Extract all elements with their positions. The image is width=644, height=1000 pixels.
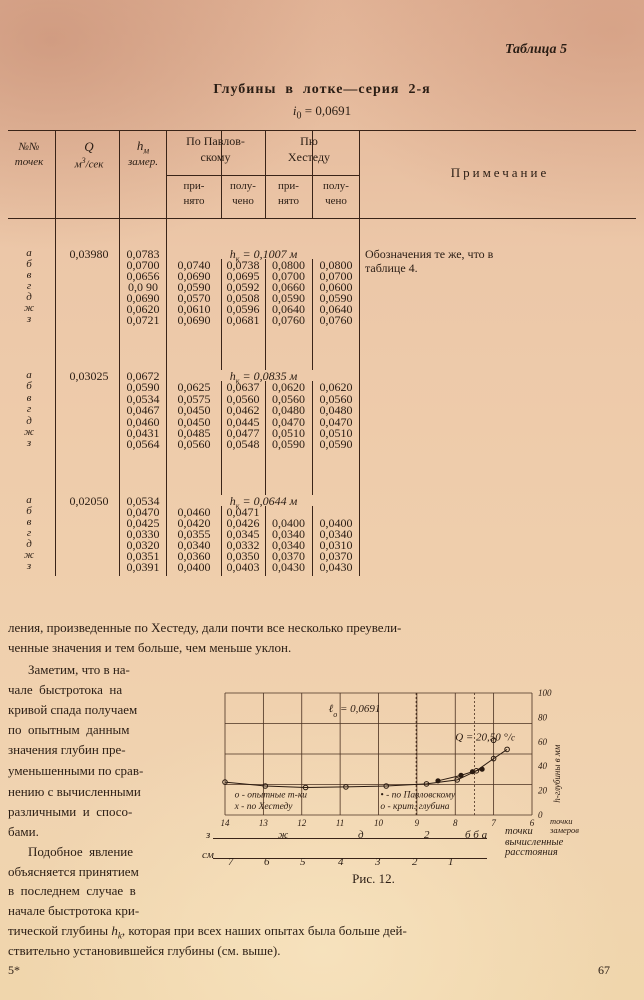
svg-text:ℓo = 0,0691: ℓo = 0,0691 bbox=[329, 703, 381, 719]
svg-text:o - опытные т-ки: o - опытные т-ки bbox=[235, 790, 308, 800]
svg-text:13: 13 bbox=[259, 818, 269, 828]
svg-text:10: 10 bbox=[374, 818, 384, 828]
svg-text:o - крит. глубина: o - крит. глубина bbox=[380, 801, 449, 812]
svg-text:h-глубины в мм: h-глубины в мм bbox=[552, 744, 562, 802]
svg-text:12: 12 bbox=[297, 818, 307, 828]
svg-text:20: 20 bbox=[538, 786, 548, 796]
svg-text:0: 0 bbox=[538, 810, 543, 820]
svg-text:60: 60 bbox=[538, 737, 548, 747]
svg-text:7: 7 bbox=[491, 818, 496, 828]
svg-text:9: 9 bbox=[415, 818, 420, 828]
svg-text:80: 80 bbox=[538, 712, 548, 722]
svg-text:40: 40 bbox=[538, 761, 548, 771]
svg-text:14: 14 bbox=[221, 818, 231, 828]
svg-text:8: 8 bbox=[453, 818, 458, 828]
svg-text:Q = 20,50 °/c: Q = 20,50 °/c bbox=[455, 731, 515, 743]
svg-text:• - по Павловскому: • - по Павловскому bbox=[380, 790, 456, 800]
svg-text:x - по Хестеду: x - по Хестеду bbox=[234, 801, 294, 812]
svg-text:11: 11 bbox=[336, 818, 344, 828]
svg-text:замеров: замеров bbox=[549, 825, 579, 835]
svg-text:100: 100 bbox=[538, 688, 552, 698]
